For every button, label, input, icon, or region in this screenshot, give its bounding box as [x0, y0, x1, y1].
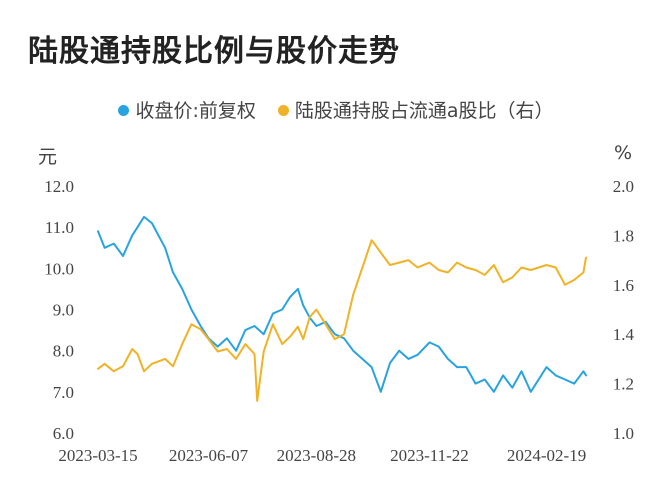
legend: 收盘价:前复权 陆股通持股占流通a股比（右）	[0, 96, 672, 123]
legend-item-price[interactable]: 收盘价:前复权	[118, 96, 256, 123]
legend-dot-holding-icon	[277, 105, 289, 116]
y-right-tick-label: 2.0	[613, 177, 634, 196]
right-axis-unit: %	[614, 142, 633, 164]
series-line-price	[97, 215, 587, 393]
legend-dot-price-icon	[118, 105, 130, 116]
y-left-tick-label: 11.0	[45, 218, 74, 237]
legend-item-holding-ratio[interactable]: 陆股通持股占流通a股比（右）	[277, 96, 554, 123]
y-left-tick-label: 7.0	[53, 383, 74, 402]
y-left-tick-label: 6.0	[53, 424, 74, 443]
series-line-holding-ratio	[97, 239, 587, 402]
chart-title: 陆股通持股比例与股价走势	[28, 34, 400, 69]
x-tick-label: 2024-02-19	[507, 446, 586, 465]
y-left-tick-label: 10.0	[44, 259, 74, 278]
x-tick-label: 2023-06-07	[169, 446, 249, 465]
y-right-tick-label: 1.4	[613, 325, 635, 344]
x-tick-label: 2023-03-15	[58, 446, 137, 465]
x-tick-label: 2023-11-22	[390, 446, 469, 465]
legend-label-price: 收盘价:前复权	[135, 100, 256, 122]
y-right-tick-label: 1.8	[613, 226, 634, 245]
left-axis-unit: 元	[38, 146, 58, 168]
y-left-tick-label: 9.0	[53, 301, 74, 320]
y-right-tick-label: 1.0	[613, 424, 634, 443]
y-left-tick-label: 12.0	[44, 177, 74, 196]
y-left-tick-label: 8.0	[53, 342, 74, 361]
x-tick-label: 2023-08-28	[277, 446, 356, 465]
y-right-tick-label: 1.2	[613, 375, 634, 394]
y-right-tick-label: 1.6	[613, 276, 634, 295]
legend-label-holding-ratio: 陆股通持股占流通a股比（右）	[294, 100, 554, 122]
